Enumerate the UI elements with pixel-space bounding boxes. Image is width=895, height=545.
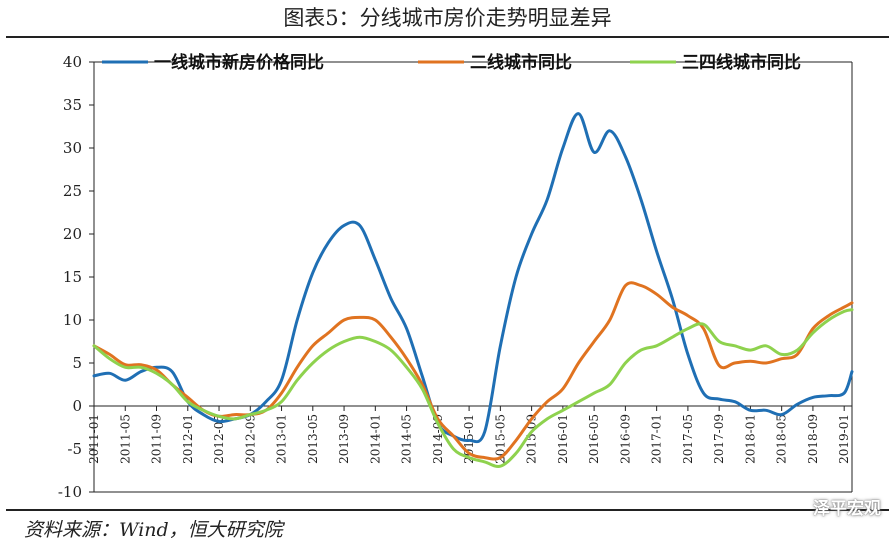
y-tick-label: -5	[67, 440, 82, 458]
x-tick-label: 2011-05	[118, 414, 132, 464]
x-tick-label: 2017-09	[712, 414, 726, 464]
y-tick-label: 25	[63, 182, 82, 200]
page-title: 图表5：分线城市房价走势明显差异	[283, 6, 612, 30]
x-tick-label: 2019-01	[837, 414, 851, 464]
x-tick-label: 2017-05	[681, 414, 695, 464]
x-tick-label: 2014-01	[368, 414, 382, 464]
x-tick-label: 2011-01	[87, 414, 101, 464]
x-tick-label: 2012-05	[212, 414, 226, 464]
y-tick-label: 15	[63, 268, 82, 286]
source-note: 资料来源：Wind，恒大研究院	[24, 519, 283, 541]
x-tick-label: 2013-01	[275, 414, 289, 464]
y-tick-label: 5	[72, 354, 82, 372]
x-tick-label: 2018-01	[743, 414, 757, 464]
x-tick-label: 2013-09	[337, 414, 351, 464]
x-tick-label: 2013-05	[306, 414, 320, 464]
x-tick-label: 2014-05	[400, 414, 414, 464]
x-tick-label: 2016-05	[587, 414, 601, 464]
series-layer	[92, 112, 854, 468]
y-tick-label: 0	[72, 397, 82, 415]
series-line-1	[92, 112, 854, 444]
y-tick-label: 40	[63, 53, 82, 71]
x-tick-label: 2011-09	[150, 414, 164, 464]
legend-label-1: 一线城市新房价格同比	[154, 52, 324, 73]
legend: 一线城市新房价格同比 二线城市同比 三四线城市同比	[102, 52, 801, 73]
y-tick-label: 10	[63, 311, 82, 329]
legend-label-3: 三四线城市同比	[682, 52, 801, 73]
bottom-rule	[6, 509, 889, 511]
top-rule	[6, 36, 889, 38]
x-tick-label: 2016-01	[556, 414, 570, 464]
series-line-3	[92, 308, 854, 468]
x-tick-label: 2017-01	[650, 414, 664, 464]
watermark: 泽平宏观	[813, 499, 881, 519]
x-tick-label: 2018-05	[775, 414, 789, 464]
legend-label-2: 二线城市同比	[470, 52, 572, 73]
x-tick-label: 2015-05	[493, 414, 507, 464]
y-tick-label: 20	[63, 225, 82, 243]
y-tick-label: 35	[63, 96, 82, 114]
x-tick-label: 2016-09	[618, 414, 632, 464]
x-tick-label: 2018-09	[806, 414, 820, 464]
axes: -10 -5 0 5 10 15 20 25 30 35 40 2011-01 2011-05 2011-…	[58, 53, 853, 501]
x-tick-label: 2012-01	[181, 414, 195, 464]
x-tick-label: 2012-09	[243, 414, 257, 464]
y-tick-label: 30	[63, 139, 82, 157]
y-tick-label: -10	[58, 483, 82, 501]
